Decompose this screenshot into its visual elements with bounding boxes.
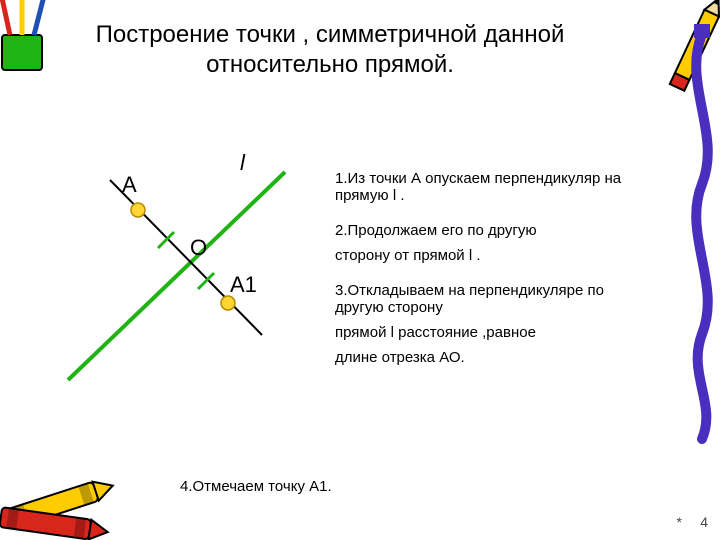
steps-block: 1.Из точки А опускаем перпендикуляр на п… — [335, 170, 630, 384]
label-a1: А1 — [230, 272, 257, 298]
label-a: А — [122, 172, 137, 198]
label-o: О — [190, 235, 207, 261]
step-3c: длине отрезка АО. — [335, 349, 630, 366]
step-2a: 2.Продолжаем его по другую — [335, 222, 630, 239]
tick-1 — [158, 232, 174, 248]
footer-asterisk: * — [677, 514, 682, 530]
step-4: 4.Отмечаем точку А1. — [180, 478, 332, 495]
pencil-cup-icon — [0, 0, 72, 80]
step-1: 1.Из точки А опускаем перпендикуляр на п… — [335, 170, 630, 204]
crayons-icon — [0, 456, 140, 540]
step-3b: прямой l расстояние ,равное — [335, 324, 630, 341]
slide-title: Построение точки , симметричной данной о… — [60, 20, 600, 80]
point-a — [131, 203, 145, 217]
step-3a: 3.Откладываем на перпендикуляре по другу… — [335, 282, 630, 316]
page-number: 4 — [700, 514, 708, 530]
wavy-crayon-icon — [672, 24, 720, 454]
step-2b: сторону от прямой l . — [335, 247, 630, 264]
label-l: l — [240, 150, 245, 176]
perpendicular-line — [110, 180, 262, 335]
point-a1 — [221, 296, 235, 310]
tick-2 — [198, 273, 214, 289]
